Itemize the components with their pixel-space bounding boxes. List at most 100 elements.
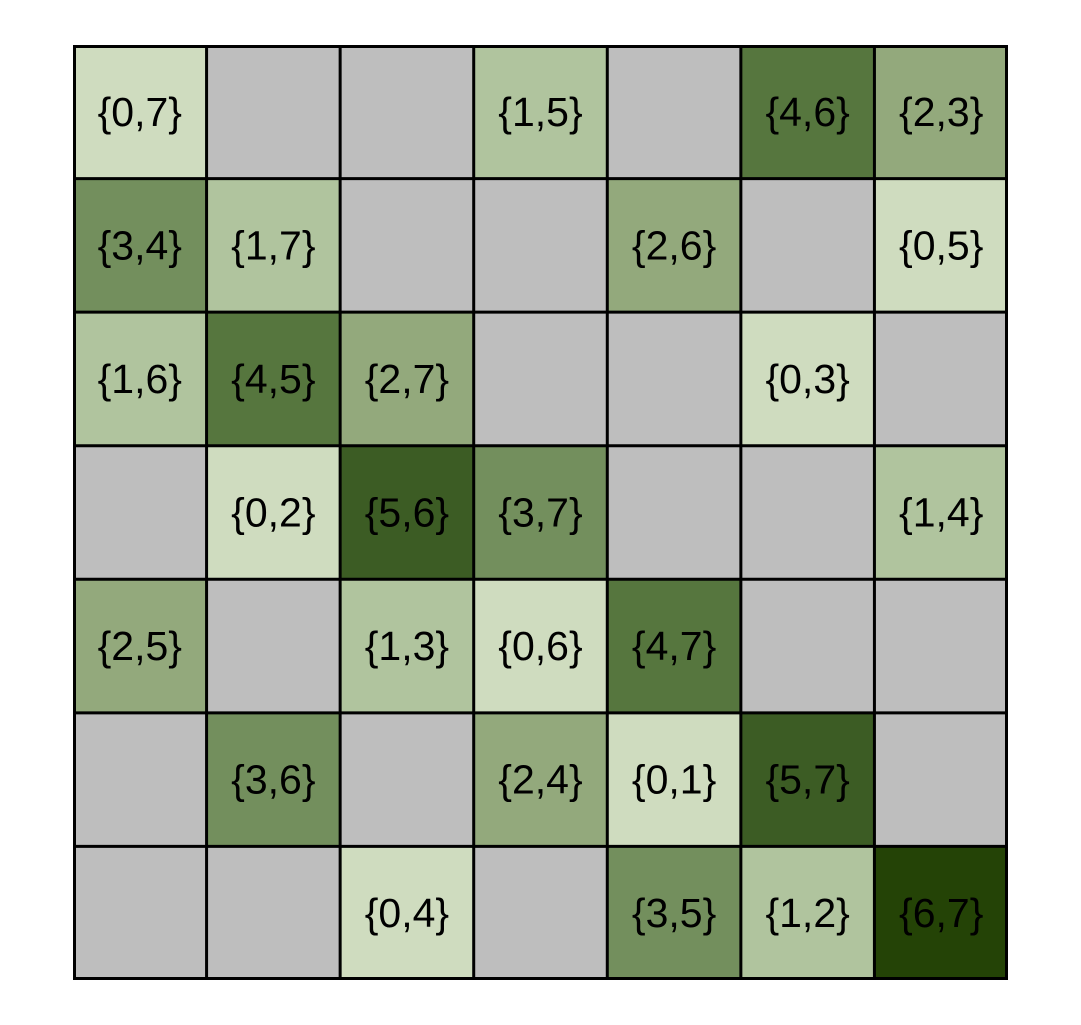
cell-label: {5,7} [765, 757, 849, 803]
cell-fill [874, 178, 1008, 313]
grid-cell-empty [874, 312, 1008, 446]
cell-label: {2,4} [498, 757, 582, 803]
cell-label: {0,2} [231, 490, 315, 536]
cell-label: {3,6} [231, 757, 315, 803]
cell-fill [607, 445, 741, 580]
grid-cell: {3,7} [473, 445, 608, 580]
grid-cell-empty [206, 579, 341, 713]
grid-cell-empty [73, 846, 207, 980]
grid-cell: {0,2} [206, 445, 341, 580]
cell-fill [874, 312, 1008, 446]
cell-fill [473, 45, 608, 179]
cell-label: {3,5} [632, 890, 716, 936]
grid-cell: {6,7} [874, 846, 1008, 980]
grid-cell: {4,6} [740, 45, 875, 179]
cell-fill [73, 445, 207, 580]
grid-cell-empty [206, 45, 341, 179]
cell-label: {2,5} [98, 623, 182, 669]
grid-cell-empty [740, 178, 875, 313]
cell-fill [473, 846, 608, 980]
cell-label: {2,7} [365, 356, 449, 402]
grid-cell-empty [473, 312, 608, 446]
cell-fill [607, 45, 741, 179]
cell-fill [740, 445, 875, 580]
cell-fill [340, 178, 474, 313]
cell-fill [874, 45, 1008, 179]
grid-cell: {4,5} [206, 312, 341, 446]
cell-label: {0,7} [98, 89, 182, 135]
grid-cell-empty [206, 846, 341, 980]
grid-cell: {0,4} [340, 846, 474, 980]
cell-fill [874, 712, 1008, 847]
grid-cell-empty [607, 45, 741, 179]
grid-cell: {1,6} [73, 312, 207, 446]
cell-fill [206, 579, 341, 713]
grid-cell: {0,6} [473, 579, 608, 713]
grid-cell: {0,5} [874, 178, 1008, 313]
cell-fill [607, 579, 741, 713]
cell-fill [340, 712, 474, 847]
cell-fill [473, 178, 608, 313]
cell-label: {4,7} [632, 623, 716, 669]
cell-fill [206, 45, 341, 179]
grid-cell: {2,4} [473, 712, 608, 847]
cell-fill [607, 846, 741, 980]
cell-label: {2,6} [632, 222, 716, 268]
grid-cell: {1,5} [473, 45, 608, 179]
cell-fill [874, 445, 1008, 580]
grid-cell-empty [874, 579, 1008, 713]
cell-fill [473, 312, 608, 446]
grid-cell-empty [473, 178, 608, 313]
cell-fill [206, 445, 341, 580]
grid-cell: {1,2} [740, 846, 875, 980]
grid-cell: {4,7} [607, 579, 741, 713]
cell-fill [340, 579, 474, 713]
grid-lines [73, 45, 1008, 980]
cell-label: {3,7} [498, 490, 582, 536]
cell-fill [73, 312, 207, 446]
cell-label: {4,5} [231, 356, 315, 402]
cell-fill [740, 45, 875, 179]
grid-cell-empty [740, 445, 875, 580]
cell-fill [73, 712, 207, 847]
cell-fill [740, 312, 875, 446]
cell-fill [206, 178, 341, 313]
cell-fill [340, 846, 474, 980]
grid-cell: {0,3} [740, 312, 875, 446]
grid-cell: {0,7} [73, 45, 207, 179]
cell-fill [607, 312, 741, 446]
cell-label: {0,6} [498, 623, 582, 669]
grid-cell: {3,4} [73, 178, 207, 313]
grid-cell: {3,5} [607, 846, 741, 980]
cell-fill [473, 712, 608, 847]
cell-fill [740, 579, 875, 713]
cell-fill [206, 712, 341, 847]
cell-fill [73, 846, 207, 980]
cell-label: {0,5} [899, 222, 983, 268]
cell-label: {4,6} [765, 89, 849, 135]
cell-fill [340, 445, 474, 580]
grid-cell: {1,3} [340, 579, 474, 713]
grid-cell: {2,3} [874, 45, 1008, 179]
pair-grid: {0,7} {1,5} {4,6} {2,3} {3,4} {1,7} {2,6} {0,5}… [73, 45, 1008, 980]
cell-fill [73, 579, 207, 713]
cell-label: {0,1} [632, 757, 716, 803]
cell-fill [874, 846, 1008, 980]
cell-fill [473, 445, 608, 580]
cell-label: {2,3} [899, 89, 983, 135]
cell-label: {1,6} [98, 356, 182, 402]
grid-cell: {2,7} [340, 312, 474, 446]
cell-fill [740, 712, 875, 847]
cell-fill [607, 712, 741, 847]
grid-cell-empty [340, 45, 474, 179]
grid-cell: {5,6} [340, 445, 474, 580]
cell-label: {1,7} [231, 222, 315, 268]
grid-cell-empty [607, 445, 741, 580]
cell-fill [73, 45, 207, 179]
grid-cell: {1,4} [874, 445, 1008, 580]
cell-fill [73, 178, 207, 313]
grid-cell: {0,1} [607, 712, 741, 847]
grid-cell-empty [340, 712, 474, 847]
cell-label: {3,4} [98, 222, 182, 268]
cell-label: {1,2} [765, 890, 849, 936]
